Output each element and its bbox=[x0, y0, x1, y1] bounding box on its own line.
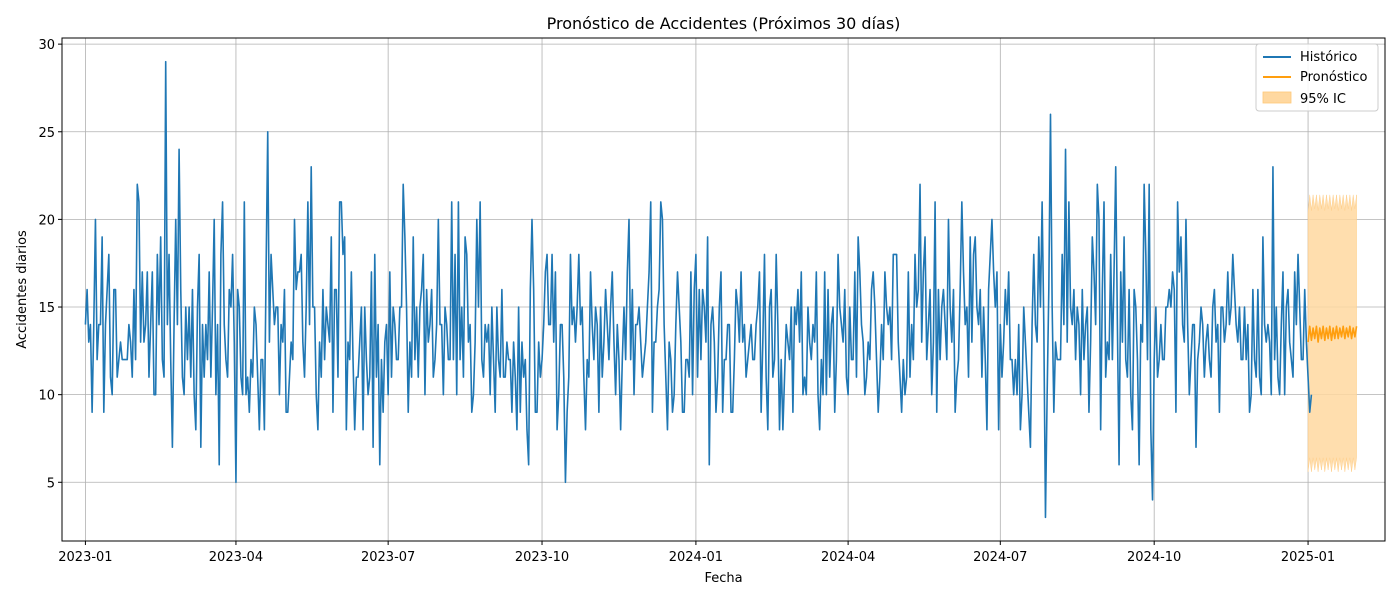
y-tick-label: 15 bbox=[38, 301, 55, 316]
legend-ic-label: 95% IC bbox=[1300, 92, 1346, 107]
x-tick-label: 2024-01 bbox=[669, 550, 723, 565]
x-tick-label: 2023-04 bbox=[209, 550, 263, 565]
chart-title: Pronóstico de Accidentes (Próximos 30 dí… bbox=[547, 14, 901, 33]
plot-area-frame bbox=[61, 37, 1386, 542]
y-axis-label: Accidentes diarios bbox=[15, 230, 30, 349]
y-tick-label: 10 bbox=[38, 389, 55, 404]
x-tick-label: 2025-01 bbox=[1281, 550, 1335, 565]
series-line-pronostico bbox=[1307, 325, 1358, 343]
grid bbox=[62, 38, 1385, 541]
y-tick-label: 5 bbox=[47, 476, 55, 491]
y-tick-label: 20 bbox=[38, 213, 55, 228]
x-tick-label: 2023-07 bbox=[361, 550, 415, 565]
y-tick-label: 30 bbox=[38, 38, 55, 53]
x-tick-label: 2024-10 bbox=[1127, 550, 1181, 565]
x-tick-label: 2023-01 bbox=[58, 550, 112, 565]
x-tick-label: 2024-04 bbox=[821, 550, 875, 565]
x-axis-label: Fecha bbox=[704, 571, 742, 586]
y-tick-label: 25 bbox=[38, 126, 55, 141]
x-tick-label: 2024-07 bbox=[973, 550, 1027, 565]
series-line-historico bbox=[84, 60, 1313, 519]
x-tick-label: 2023-10 bbox=[515, 550, 569, 565]
series-layer bbox=[84, 60, 1358, 519]
y-axis-ticks: 5 10 15 20 25 30 bbox=[38, 38, 62, 491]
x-axis-ticks: 2023-01 2023-04 2023-07 2023-10 2024-01 2024-… bbox=[58, 541, 1335, 565]
legend: Histórico Pronóstico 95% IC bbox=[1255, 43, 1379, 112]
legend-historico-label: Histórico bbox=[1300, 50, 1357, 65]
legend-pronostico-label: Pronóstico bbox=[1300, 70, 1367, 85]
legend-ic-swatch bbox=[1262, 91, 1292, 104]
